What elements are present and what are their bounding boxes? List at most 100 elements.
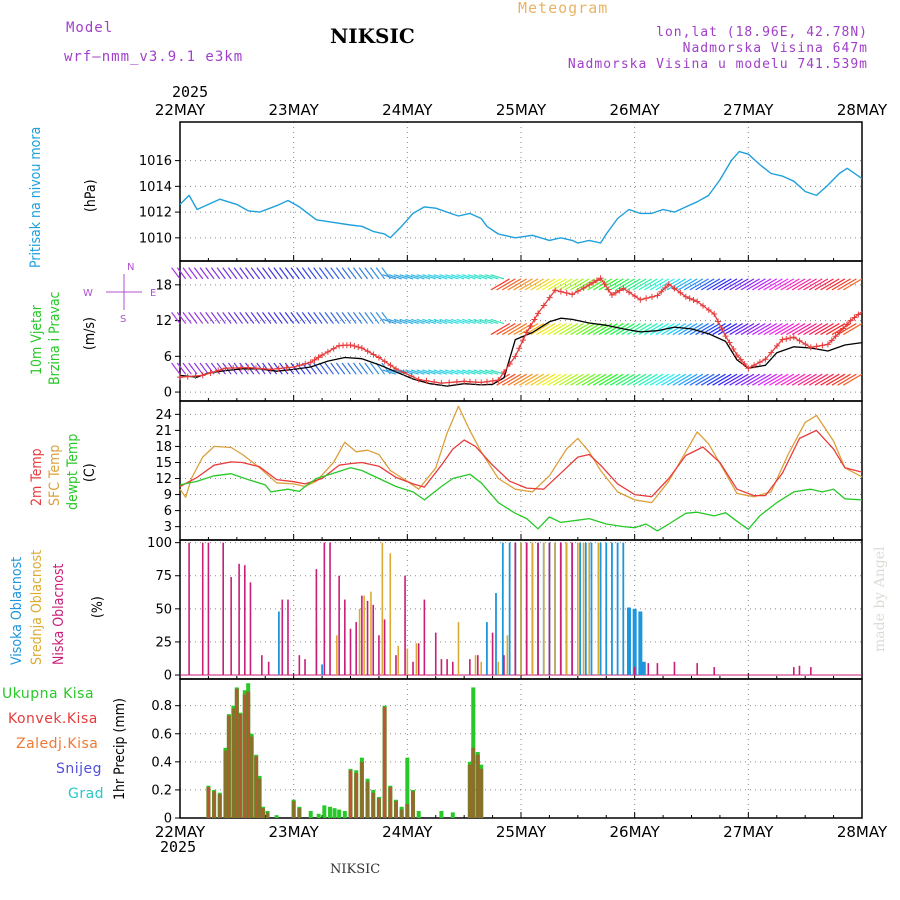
cloud-bar-niska (338, 575, 340, 676)
wind-arrow (341, 311, 351, 324)
wind-arrow (216, 267, 226, 280)
year-bottom: 2025 (160, 838, 197, 856)
wind-arrow (473, 369, 488, 375)
wind-arrow (797, 373, 817, 386)
gust-marker (260, 365, 267, 372)
cloud-bar-niska (315, 569, 318, 676)
gust-marker (400, 369, 407, 376)
cloud-bar-niska (446, 659, 448, 676)
gust-marker (283, 364, 290, 371)
cloud-bar-visoka (616, 542, 619, 676)
ytick-label: 21 (155, 424, 172, 439)
gust-marker (207, 369, 214, 376)
wind-arrow (250, 267, 261, 280)
wind-arrow (723, 278, 743, 291)
gust-marker (557, 288, 564, 295)
cloud-bar-niska (404, 575, 406, 676)
model-label: Model (66, 20, 114, 36)
cloud-bar-niska (810, 667, 812, 676)
wind-arrow (467, 274, 482, 280)
precip-total-bar (405, 757, 410, 818)
wind-arrow (746, 323, 766, 336)
wind-arrow (581, 373, 601, 386)
gust-marker (847, 317, 854, 324)
gust-marker (828, 337, 835, 344)
gust-marker (489, 377, 496, 384)
gust-marker (768, 349, 775, 356)
wind-arrow (740, 373, 761, 386)
wind-arrow (330, 267, 340, 280)
gust-marker (658, 288, 665, 295)
wind-arrow (456, 318, 471, 325)
wind-arrow (358, 362, 369, 375)
wind-arrow (279, 267, 289, 280)
wind-arrow (405, 369, 419, 375)
panel-frame-precip (179, 678, 863, 819)
wind-arrow (279, 311, 289, 324)
wind-arrow (422, 318, 436, 325)
ytick-label: 6 (164, 350, 172, 365)
wind-arrow (267, 267, 278, 280)
wind-arrow (284, 311, 295, 324)
ytick-label: 0.4 (151, 755, 172, 770)
wind-arrow (519, 278, 539, 291)
gust-marker (307, 359, 314, 366)
wind-arrow (484, 318, 499, 325)
wind-arrow (375, 311, 386, 324)
ytick-label: 25 (155, 635, 172, 650)
wind-arrow (553, 373, 573, 386)
wind-arrow (245, 311, 255, 324)
gust-marker (855, 311, 862, 318)
cloud-bar-niska (355, 622, 357, 676)
wind-arrow (324, 267, 334, 280)
wind-arrow (678, 278, 698, 291)
wind-arrow (621, 323, 641, 336)
wind-arrow (536, 373, 556, 386)
cloud-bar-niska (798, 665, 801, 676)
dewpt-line (179, 467, 863, 532)
wind-arrow (570, 373, 590, 386)
wind-arrow (330, 362, 340, 375)
wind-arrow (467, 369, 482, 375)
cloud-bar-niska (267, 661, 270, 676)
wind-arrow (256, 311, 266, 324)
wind-arrow (450, 274, 465, 280)
wind-arrow (507, 278, 527, 291)
wind-arrow (347, 311, 357, 324)
wind-arrow (450, 369, 465, 375)
cloud-bar-niska (243, 565, 246, 676)
wind-arrow (581, 323, 601, 336)
gust-marker (807, 344, 814, 351)
cloud-bar-srednja (582, 542, 585, 676)
wind-arrow (769, 373, 789, 386)
wind-arrow (427, 318, 442, 325)
wind-arrow (479, 369, 493, 375)
ytick-label: 0 (164, 812, 172, 827)
precip-conv-core (469, 764, 471, 818)
gust-marker (527, 323, 534, 330)
gust-marker (245, 364, 252, 371)
cloud-bar-visoka (611, 542, 613, 676)
ytick-label: 6 (164, 504, 172, 519)
ytick-label: 0.6 (151, 727, 172, 742)
wind-arrow (769, 323, 789, 336)
wind-arrow (575, 278, 596, 291)
station-title: NIKSIC (330, 24, 415, 48)
cloud-bar-niska (238, 563, 240, 676)
cloud-bar-visoka (321, 664, 323, 676)
wind-arrow (757, 373, 778, 386)
wind-arrow (427, 274, 442, 280)
gust-marker (177, 374, 183, 381)
wind-arrow (757, 278, 778, 291)
wind-arrow (370, 267, 380, 280)
ytick-label: 0 (164, 669, 172, 684)
precip-total-bar (316, 813, 321, 818)
wind-arrow (422, 274, 436, 280)
gust-marker (453, 378, 460, 385)
model-name: wrf–nmm_v3.9.1 e3km (64, 49, 244, 65)
wind-arrow (831, 323, 851, 336)
gust-marker (832, 333, 839, 340)
cloud-bar-niska (571, 542, 573, 676)
precip-conv-core (236, 688, 238, 818)
precip-conv-core (412, 791, 414, 818)
